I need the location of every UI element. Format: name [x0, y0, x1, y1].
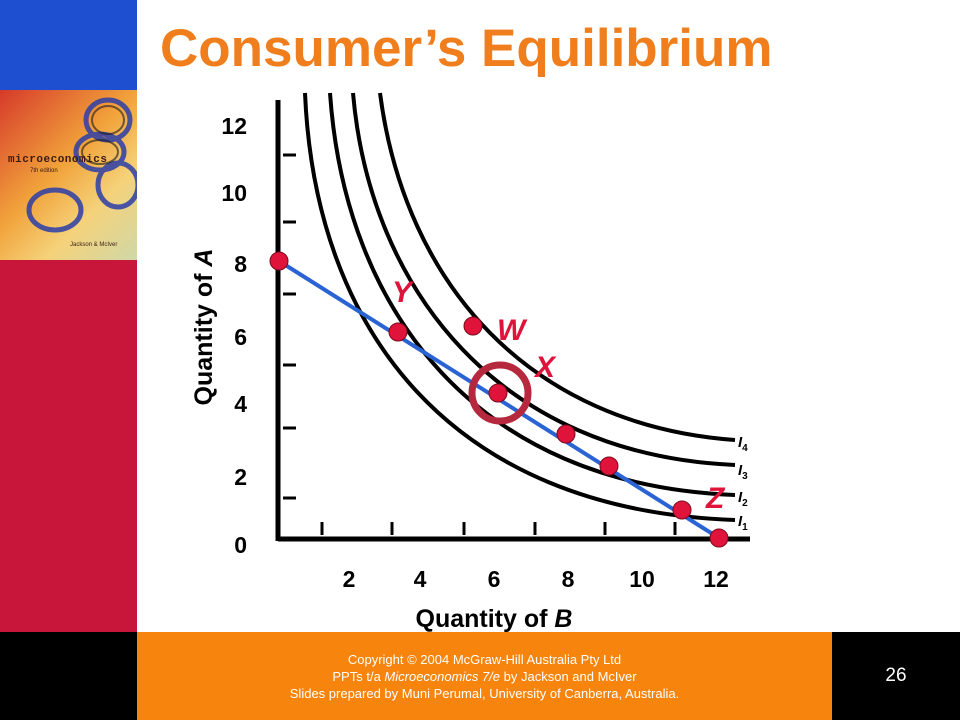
y-tick-label: 0 — [234, 532, 247, 558]
equilibrium-highlight-ring — [468, 361, 532, 425]
footer-copyright: Copyright © 2004 McGraw-Hill Australia P… — [137, 632, 832, 720]
footer-ppt-line: PPTs t/a Microeconomics 7/e by Jackson a… — [332, 668, 637, 684]
curve-label-i1: I1 — [738, 513, 748, 533]
footer-left-block — [0, 632, 137, 720]
footer-credit-line: Slides prepared by Muni Perumal, Univers… — [289, 685, 680, 701]
book-cover-image: microeconomics 7th edition Jackson & McI… — [0, 90, 137, 260]
slide-page-number: 26 — [832, 632, 960, 720]
x-axis-title: Quantity of B — [416, 605, 573, 632]
coil-graphic — [26, 97, 137, 233]
x-tick-label: 2 — [343, 566, 356, 592]
y-tick-label: 8 — [234, 251, 247, 277]
point-z — [672, 500, 692, 520]
curve-label-i2: I2 — [738, 489, 748, 509]
book-cover-edition: 7th edition — [30, 168, 58, 174]
point-label-x: X — [533, 351, 557, 384]
x-tick-label: 12 — [703, 566, 729, 592]
y-tick-label: 6 — [234, 324, 247, 350]
equilibrium-diagram: 12 10 8 6 4 2 0 2 4 6 8 10 12 Quantity o… — [190, 92, 750, 632]
point-label-z: Z — [705, 482, 726, 515]
book-cover-authors: Jackson & McIver — [70, 242, 118, 248]
slide-title: Consumer’s Equilibrium — [160, 19, 773, 78]
point-label-y: Y — [392, 276, 415, 309]
book-cover-title: microeconomics — [8, 154, 108, 166]
y-tick-label: 10 — [221, 180, 247, 206]
point-y — [388, 322, 408, 342]
x-tick-label: 8 — [562, 566, 575, 592]
x-tick-label: 10 — [629, 566, 655, 592]
y-tick-label: 12 — [221, 113, 247, 139]
left-accent-bar-red — [0, 260, 137, 632]
y-tick-label: 4 — [234, 391, 247, 417]
indifference-curve-i4 — [378, 92, 736, 442]
curve-label-i3: I3 — [738, 462, 748, 482]
budget-point — [599, 456, 619, 476]
curve-label-i4: I4 — [738, 434, 748, 454]
x-tick-label: 6 — [488, 566, 501, 592]
point-label-w: W — [497, 314, 528, 347]
indifference-curve-i3 — [351, 92, 736, 467]
budget-intercept-point — [269, 251, 289, 271]
footer-copyright-line: Copyright © 2004 McGraw-Hill Australia P… — [347, 651, 622, 667]
left-accent-bar-blue — [0, 0, 137, 90]
point-x — [488, 383, 508, 403]
budget-point — [556, 424, 576, 444]
y-axis-title: Quantity of A — [190, 249, 218, 406]
y-tick-label: 2 — [234, 464, 247, 490]
x-tick-label: 4 — [414, 566, 427, 592]
budget-intercept-point — [709, 528, 729, 548]
point-w — [463, 316, 483, 336]
indifference-curve-i1 — [303, 92, 736, 522]
